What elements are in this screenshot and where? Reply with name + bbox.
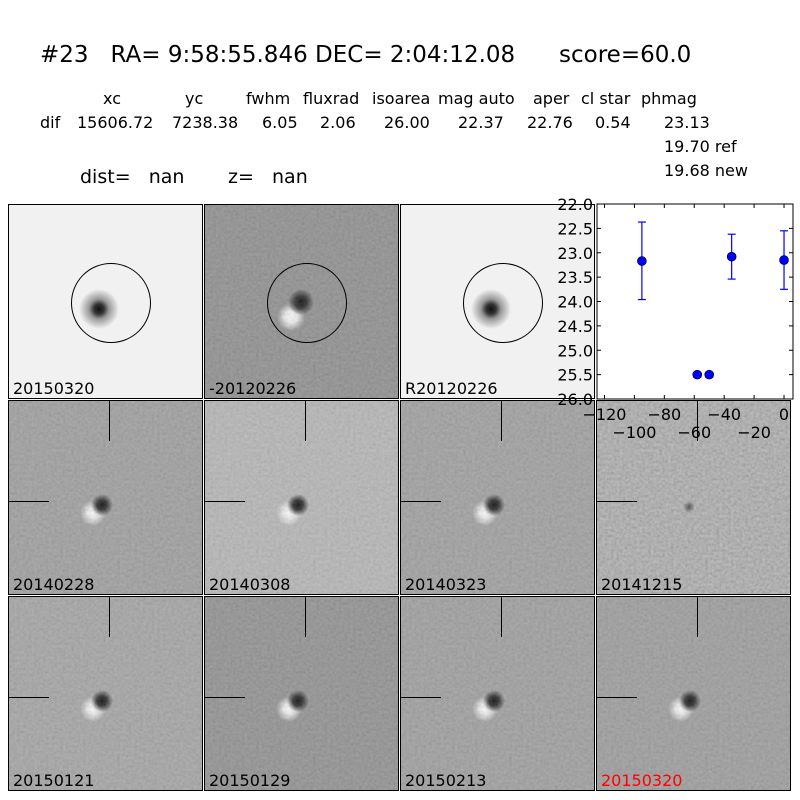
image-stamp: 20140308 (204, 400, 399, 595)
x-tick-label: −80 (647, 405, 681, 424)
y-tick-label: 26.0 (557, 390, 593, 409)
image-stamp: 20150121 (8, 596, 203, 791)
noise-texture (401, 401, 594, 594)
data-point (779, 255, 789, 265)
y-tick-label: 24.5 (557, 317, 593, 336)
column-header: aper (533, 89, 570, 108)
column-header: cl star (581, 89, 631, 108)
image-stamp: 20150320 (8, 204, 203, 399)
x-tick-label: −100 (612, 423, 656, 442)
vertical-marker (109, 401, 110, 441)
horizontal-marker (401, 697, 441, 698)
vertical-marker (109, 597, 110, 637)
y-tick-label: 22.0 (557, 195, 593, 214)
candidate-title: #23 RA= 9:58:55.846 DEC= 2:04:12.08 scor… (40, 42, 692, 68)
x-tick-label: −40 (707, 405, 741, 424)
row-value: 23.13 (664, 113, 710, 132)
y-tick-label: 23.5 (557, 268, 593, 287)
noise-texture (9, 401, 202, 594)
image-stamp: 20140323 (400, 400, 595, 595)
vertical-marker (697, 401, 698, 441)
noise-texture (597, 401, 790, 594)
stamp-date-label: 20140323 (405, 575, 487, 594)
y-tick-label: 25.0 (557, 341, 593, 360)
stamp-date-label: -20120226 (209, 379, 297, 398)
row-value: 7238.38 (172, 113, 239, 132)
stamp-date-label: 20150129 (209, 771, 291, 790)
new-mag: 19.68 new (664, 161, 748, 180)
horizontal-marker (597, 697, 637, 698)
x-tick-label: −20 (737, 423, 771, 442)
column-header: yc (185, 89, 204, 108)
data-point (726, 251, 737, 262)
row-value: 22.76 (527, 113, 573, 132)
image-stamp: 20150213 (400, 596, 595, 791)
stamp-date-label: 20150121 (13, 771, 95, 790)
x-tick-label: −60 (677, 423, 711, 442)
horizontal-marker (401, 501, 441, 502)
aperture-circle (267, 263, 347, 343)
image-stamp: R20120226 (400, 204, 595, 399)
row-value: 26.00 (384, 113, 430, 132)
vertical-marker (697, 597, 698, 637)
noise-texture (205, 597, 398, 790)
column-header: isoarea (372, 89, 431, 108)
stamp-date-label: 20150320 (601, 771, 683, 790)
x-tick-label: 0 (779, 405, 789, 424)
stamp-date-label: 20140308 (209, 575, 291, 594)
column-header: fluxrad (303, 89, 360, 108)
image-stamp: 20150129 (204, 596, 399, 791)
vertical-marker (305, 597, 306, 637)
data-point (692, 369, 703, 380)
stamp-date-label: 20150320 (13, 379, 95, 398)
image-stamp: 20150320 (596, 596, 791, 791)
column-header: fwhm (246, 89, 291, 108)
stamp-date-label: 20141215 (601, 575, 683, 594)
data-point (637, 256, 647, 266)
noise-texture (9, 597, 202, 790)
stamp-date-label: R20120226 (405, 379, 498, 398)
y-tick-label: 24.0 (557, 293, 593, 312)
row-value: 2.06 (320, 113, 356, 132)
horizontal-marker (9, 697, 49, 698)
data-point (704, 369, 715, 380)
aperture-circle (71, 263, 151, 343)
dist-value: dist= nan (80, 166, 185, 188)
horizontal-marker (205, 697, 245, 698)
image-stamp: -20120226 (204, 204, 399, 399)
vertical-marker (305, 401, 306, 441)
z-value: z= nan (228, 166, 308, 188)
column-header: mag auto (438, 89, 515, 108)
vertical-marker (501, 401, 502, 441)
stamp-date-label: 20150213 (405, 771, 487, 790)
plot-area (596, 203, 794, 400)
vertical-marker (501, 597, 502, 637)
noise-texture (401, 597, 594, 790)
x-tick-label: −120 (583, 405, 627, 424)
y-tick-label: 22.5 (557, 219, 593, 238)
row-value: 6.05 (262, 113, 298, 132)
row-value: 15606.72 (77, 113, 154, 132)
aperture-circle (463, 263, 543, 343)
row-label: dif (40, 113, 61, 132)
horizontal-marker (9, 501, 49, 502)
ref-mag: 19.70 ref (664, 137, 737, 156)
horizontal-marker (597, 501, 637, 502)
noise-texture (205, 401, 398, 594)
horizontal-marker (205, 501, 245, 502)
y-tick-label: 25.5 (557, 366, 593, 385)
stamp-date-label: 20140228 (13, 575, 95, 594)
column-header: phmag (641, 89, 697, 108)
row-value: 0.54 (595, 113, 631, 132)
y-tick-label: 23.0 (557, 244, 593, 263)
image-stamp: 20141215 (596, 400, 791, 595)
image-stamp: 20140228 (8, 400, 203, 595)
row-value: 22.37 (458, 113, 504, 132)
column-header: xc (103, 89, 121, 108)
noise-texture (597, 597, 790, 790)
